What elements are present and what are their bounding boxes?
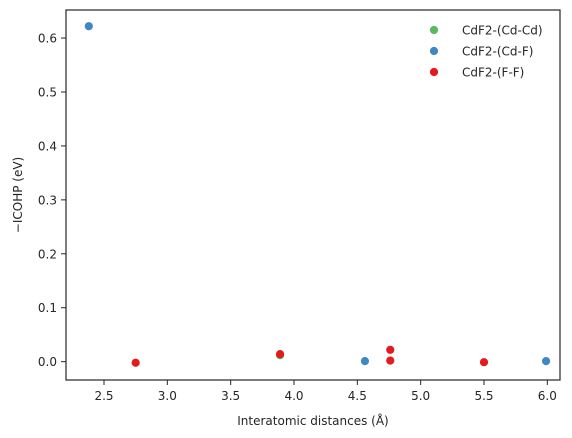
x-tick-label: 3.0 <box>158 389 177 403</box>
x-axis-label: Interatomic distances (Å) <box>237 413 389 428</box>
legend-marker <box>429 25 439 35</box>
legend-label: CdF2-(F-F) <box>462 66 524 80</box>
legend-marker <box>429 67 439 77</box>
legend: CdF2-(Cd-Cd) CdF2-(Cd-F) CdF2-(F-F) <box>429 24 543 80</box>
legend-label: CdF2-(Cd-Cd) <box>462 24 543 38</box>
legend-label: CdF2-(Cd-F) <box>462 45 533 59</box>
data-point-s2-2 <box>386 345 395 354</box>
plot-background <box>66 10 560 380</box>
y-axis-label: −ICOHP (eV) <box>11 157 25 233</box>
x-tick-label: 3.5 <box>221 389 240 403</box>
x-tick-label: 2.5 <box>94 389 113 403</box>
data-point-s1-1 <box>360 357 370 366</box>
y-tick-label: 0.3 <box>38 193 57 207</box>
plot-area <box>66 10 560 380</box>
x-tick-label: 4.0 <box>284 389 303 403</box>
y-tick-label: 0.0 <box>38 355 57 369</box>
y-tick-label: 0.1 <box>38 301 57 315</box>
data-point-s2-0 <box>131 358 140 367</box>
y-tick-label: 0.5 <box>38 85 57 99</box>
y-tick-label: 0.6 <box>38 32 57 46</box>
y-tick-label: 0.4 <box>38 139 57 153</box>
data-point-s1-0 <box>84 22 93 31</box>
data-point-s2-4 <box>479 358 489 367</box>
y-tick-label: 0.2 <box>38 247 57 261</box>
legend-marker <box>429 46 439 56</box>
x-tick-label: 6.0 <box>538 389 557 403</box>
data-point-s2-3 <box>386 356 395 365</box>
plot-frame <box>65 9 561 381</box>
data-point-s1-2 <box>541 357 551 366</box>
data-points <box>84 22 551 367</box>
x-tick-label: 5.0 <box>411 389 430 403</box>
axes: 2.5 3.0 3.5 4.0 4.5 5.0 5.5 6.0 0.0 0.1 0.2 0.3 0.4 0… <box>38 9 561 403</box>
data-point-s2-1 <box>275 350 285 359</box>
x-tick-label: 5.5 <box>474 389 493 403</box>
x-tick-label: 4.5 <box>348 389 367 403</box>
